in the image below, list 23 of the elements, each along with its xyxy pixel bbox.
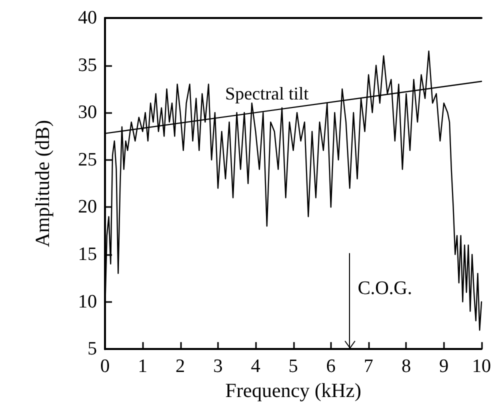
ref-line-label: C.O.G. [358,278,412,300]
y-tick-label: 10 [78,291,97,312]
x-tick-label: 9 [439,356,449,378]
x-tick-label: 8 [401,356,411,378]
y-tick-label: 15 [78,244,97,265]
y-tick-label: 20 [78,196,97,218]
x-tick-label: 3 [213,356,223,378]
y-axis-title: Amplitude (dB) [32,120,54,248]
annotation: Spectral tilt [225,84,309,104]
x-tick-label: 7 [364,356,374,378]
y-tick-label: 5 [88,338,97,360]
x-axis-title: Frequency (kHz) [225,380,362,402]
y-tick-label: 35 [78,54,97,76]
y-tick-label: 30 [78,102,97,124]
x-tick-label: 5 [288,356,298,378]
y-tick-label: 40 [78,8,97,28]
y-tick-label: 25 [78,149,97,170]
x-tick-label: 10 [472,356,491,378]
x-tick-label: 2 [176,356,186,378]
x-tick-label: 4 [250,356,261,378]
x-tick-label: 6 [326,356,336,378]
x-tick-label: 1 [138,356,148,378]
x-tick-label: 0 [100,356,110,378]
